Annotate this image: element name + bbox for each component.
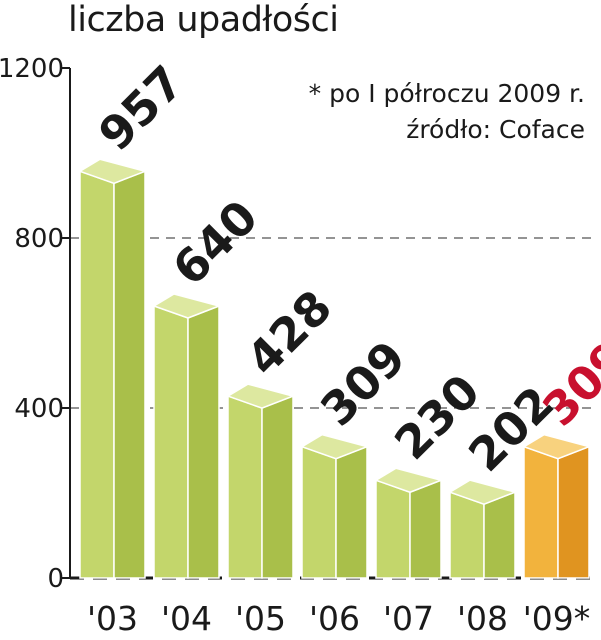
bar-top-face [152, 293, 222, 319]
bar-front-face [227, 395, 263, 579]
x-tick-label: '05 [235, 599, 286, 638]
bar-front-face [79, 170, 115, 579]
x-tick-label: '08 [457, 599, 508, 638]
y-tick-label: 800 [14, 224, 64, 254]
bar [300, 433, 370, 579]
bar-front-face [523, 445, 559, 579]
bar-side-face [557, 445, 590, 579]
bar-side-face [113, 170, 146, 579]
bar [78, 158, 148, 579]
bar-top-face [78, 158, 148, 185]
bar-front-face [449, 491, 485, 579]
x-tick-label: '04 [161, 599, 212, 638]
bar [374, 467, 444, 579]
footnote: * po I półroczu 2009 r. [309, 79, 585, 108]
x-tick-label: '06 [309, 599, 360, 638]
y-tick-label: 0 [47, 564, 64, 594]
chart-title: liczba upadłości [68, 0, 339, 40]
data-label: 957 [88, 55, 194, 161]
bar-front-face [375, 479, 411, 579]
x-tick-label: '03 [87, 599, 138, 638]
bar [226, 383, 296, 579]
bar-top-face [448, 479, 518, 505]
bar [448, 479, 518, 579]
bar-top-face [522, 433, 592, 460]
bar-side-face [261, 395, 294, 579]
bar [152, 293, 222, 579]
x-axis-labels: '03 '04 '05 '06 '07 '08 '09* [87, 599, 590, 638]
bar-side-face [335, 445, 368, 579]
data-label: 428 [236, 280, 342, 386]
bar-top-face [374, 467, 444, 494]
bar-front-face [153, 304, 189, 579]
source-note: źródło: Coface [406, 115, 585, 144]
y-tick-label: 1200 [0, 54, 64, 84]
bar-front-face [301, 445, 337, 579]
bar-top-face [226, 383, 296, 409]
bars [78, 158, 592, 579]
bar-side-face [187, 304, 220, 579]
bar [522, 433, 592, 579]
bar-top-face [300, 433, 370, 460]
y-tick-label: 400 [14, 394, 64, 424]
bar-side-face [483, 491, 516, 579]
bar-side-face [409, 479, 442, 579]
x-tick-label: '07 [383, 599, 434, 638]
data-label: 640 [162, 190, 268, 296]
x-tick-label: '09* [523, 599, 591, 638]
